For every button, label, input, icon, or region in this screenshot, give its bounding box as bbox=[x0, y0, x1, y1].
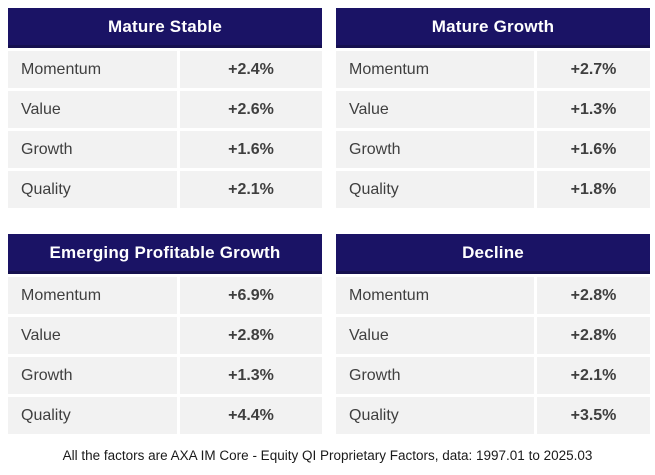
factor-name-cell: Value bbox=[8, 91, 180, 128]
tables-grid: Mature Stable Momentum +2.4% Value +2.6%… bbox=[8, 8, 650, 434]
factor-table-mature-growth: Mature Growth Momentum +2.7% Value +1.3%… bbox=[336, 8, 650, 208]
factor-table-emerging-profitable-growth: Emerging Profitable Growth Momentum +6.9… bbox=[8, 234, 322, 434]
factor-value-cell: +4.4% bbox=[180, 397, 322, 434]
factor-value-cell: +1.6% bbox=[180, 131, 322, 168]
factor-value-cell: +1.6% bbox=[537, 131, 650, 168]
factor-name-cell: Growth bbox=[336, 357, 537, 394]
factor-table-mature-stable: Mature Stable Momentum +2.4% Value +2.6%… bbox=[8, 8, 322, 208]
table-row: Value +2.6% bbox=[8, 91, 322, 128]
factor-name-cell: Momentum bbox=[8, 277, 180, 314]
factor-value-cell: +2.8% bbox=[537, 277, 650, 314]
factor-value-cell: +2.1% bbox=[537, 357, 650, 394]
factor-value-cell: +1.3% bbox=[537, 91, 650, 128]
table-row: Growth +1.6% bbox=[8, 131, 322, 168]
factor-value-cell: +3.5% bbox=[537, 397, 650, 434]
factor-value-cell: +2.4% bbox=[180, 51, 322, 88]
table-row: Momentum +2.8% bbox=[336, 277, 650, 314]
table-row: Quality +2.1% bbox=[8, 171, 322, 208]
table-row: Value +2.8% bbox=[8, 317, 322, 354]
table-row: Quality +4.4% bbox=[8, 397, 322, 434]
factor-name-cell: Growth bbox=[8, 357, 180, 394]
table-row: Growth +1.3% bbox=[8, 357, 322, 394]
table-row: Value +2.8% bbox=[336, 317, 650, 354]
factor-name-cell: Quality bbox=[8, 171, 180, 208]
factor-value-cell: +2.8% bbox=[180, 317, 322, 354]
factor-name-cell: Quality bbox=[336, 171, 537, 208]
factor-name-cell: Growth bbox=[336, 131, 537, 168]
table-row: Value +1.3% bbox=[336, 91, 650, 128]
source-footnote: All the factors are AXA IM Core - Equity… bbox=[62, 448, 593, 463]
table-title: Mature Stable bbox=[8, 8, 322, 48]
factor-name-cell: Value bbox=[336, 91, 537, 128]
factor-value-cell: +1.8% bbox=[537, 171, 650, 208]
factor-value-cell: +6.9% bbox=[180, 277, 322, 314]
table-row: Momentum +2.7% bbox=[336, 51, 650, 88]
factor-name-cell: Momentum bbox=[8, 51, 180, 88]
factor-name-cell: Growth bbox=[8, 131, 180, 168]
factor-name-cell: Momentum bbox=[336, 277, 537, 314]
factor-table-decline: Decline Momentum +2.8% Value +2.8% Growt… bbox=[336, 234, 650, 434]
table-row: Momentum +2.4% bbox=[8, 51, 322, 88]
table-title: Mature Growth bbox=[336, 8, 650, 48]
factor-name-cell: Momentum bbox=[336, 51, 537, 88]
factor-value-cell: +2.1% bbox=[180, 171, 322, 208]
factor-name-cell: Quality bbox=[336, 397, 537, 434]
table-title: Emerging Profitable Growth bbox=[8, 234, 322, 274]
table-row: Growth +2.1% bbox=[336, 357, 650, 394]
table-row: Quality +1.8% bbox=[336, 171, 650, 208]
table-title: Decline bbox=[336, 234, 650, 274]
factor-name-cell: Quality bbox=[8, 397, 180, 434]
factor-value-cell: +1.3% bbox=[180, 357, 322, 394]
factor-value-cell: +2.7% bbox=[537, 51, 650, 88]
factor-value-cell: +2.6% bbox=[180, 91, 322, 128]
table-row: Growth +1.6% bbox=[336, 131, 650, 168]
table-row: Momentum +6.9% bbox=[8, 277, 322, 314]
factor-name-cell: Value bbox=[8, 317, 180, 354]
table-row: Quality +3.5% bbox=[336, 397, 650, 434]
factor-value-cell: +2.8% bbox=[537, 317, 650, 354]
factor-name-cell: Value bbox=[336, 317, 537, 354]
